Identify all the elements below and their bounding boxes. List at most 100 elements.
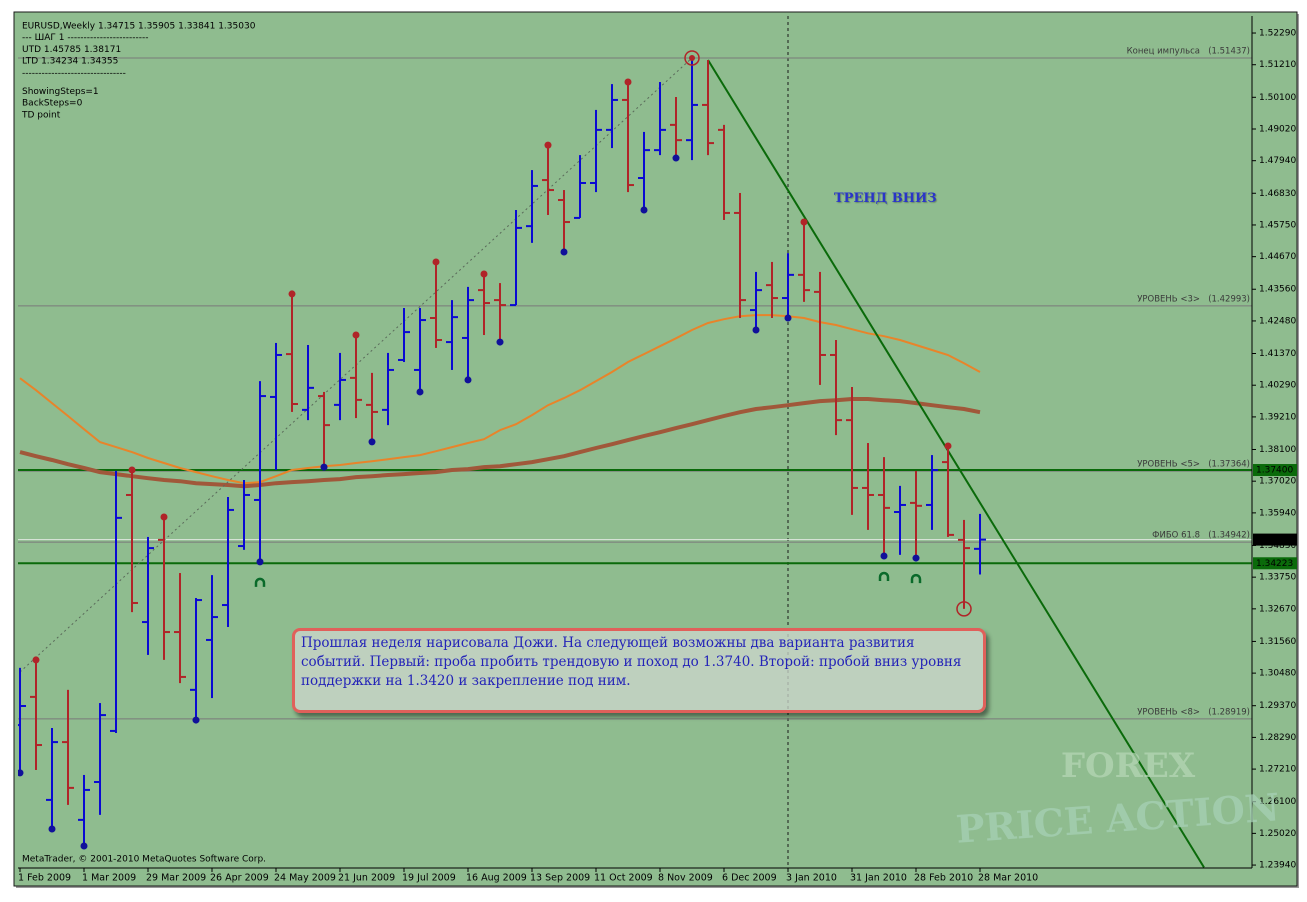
y-tick-label: 1.41370 xyxy=(1259,349,1296,359)
y-tick-label: 1.25020 xyxy=(1259,829,1296,839)
level-value: (1.28919) xyxy=(1208,707,1250,717)
x-tick-label: 21 Jun 2009 xyxy=(338,873,395,884)
fractal-high xyxy=(432,258,440,266)
info-line: UTD 1.45785 1.38171 xyxy=(22,45,121,55)
moving-average xyxy=(19,397,981,489)
fractal-low xyxy=(912,554,920,562)
y-tick-label: 1.33750 xyxy=(1259,573,1296,583)
y-tick-label: 1.51210 xyxy=(1259,60,1296,70)
fractal-low xyxy=(256,558,264,566)
fractal-high xyxy=(32,656,40,664)
x-tick-label: 28 Mar 2010 xyxy=(978,873,1038,884)
fractal-low xyxy=(464,376,472,384)
x-tick-label: 8 Nov 2009 xyxy=(658,873,713,884)
fractal-low xyxy=(672,154,680,162)
y-tick-label: 1.46830 xyxy=(1259,189,1296,199)
level-label: УРОВЕНЬ <3> xyxy=(1137,294,1200,304)
level-value: (1.42993) xyxy=(1208,294,1250,304)
fractal-low xyxy=(320,463,328,471)
x-tick-label: 1 Feb 2009 xyxy=(18,873,71,884)
highlight-high xyxy=(684,50,700,66)
x-tick-label: 24 May 2009 xyxy=(274,873,336,884)
y-tick-label: 1.42480 xyxy=(1259,316,1296,326)
info-line: ShowingSteps=1 xyxy=(22,87,99,97)
y-tick-label: 1.52290 xyxy=(1259,29,1296,39)
price-box-label: 1.34223 xyxy=(1256,559,1293,569)
y-tick-label: 1.31560 xyxy=(1259,637,1296,647)
fractal-low xyxy=(560,248,568,256)
y-tick-label: 1.34830 xyxy=(1259,541,1296,551)
x-tick-label: 19 Jul 2009 xyxy=(402,873,456,884)
x-tick-label: 13 Sep 2009 xyxy=(530,873,590,884)
note-box: Прошлая неделя нарисовала Дожи. На следу… xyxy=(292,628,986,713)
y-tick-label: 1.50100 xyxy=(1259,93,1296,103)
td-point xyxy=(878,571,890,582)
fractal-high xyxy=(944,442,952,450)
fractal-low xyxy=(640,206,648,214)
fractal-high xyxy=(128,466,136,474)
level-label: УРОВЕНЬ <8> xyxy=(1137,707,1200,717)
level-label: Конец импульса xyxy=(1127,47,1200,57)
y-tick-label: 1.44670 xyxy=(1259,252,1296,262)
fractal-high xyxy=(800,218,808,226)
y-tick-label: 1.35940 xyxy=(1259,508,1296,518)
x-tick-label: 16 Aug 2009 xyxy=(466,873,527,884)
y-tick-label: 1.26100 xyxy=(1259,797,1296,807)
fractal-low xyxy=(496,338,504,346)
fractal-low xyxy=(80,842,88,850)
y-tick-label: 1.27210 xyxy=(1259,765,1296,775)
watermark: FOREX xyxy=(1061,746,1196,786)
y-tick-label: 1.28290 xyxy=(1259,733,1296,743)
fractal-high xyxy=(624,78,632,86)
level-label: УРОВЕНЬ <5> xyxy=(1137,460,1200,470)
info-line: EURUSD,Weekly 1.34715 1.35905 1.33841 1.… xyxy=(22,22,256,32)
fractal-high xyxy=(352,331,360,339)
info-line: --- ШАГ 1 ------------------------- xyxy=(22,33,149,43)
level-value: (1.34942) xyxy=(1208,531,1250,541)
x-tick-label: 31 Jan 2010 xyxy=(850,873,907,884)
level-value: (1.37364) xyxy=(1208,460,1250,470)
plot-area xyxy=(18,16,1252,868)
y-tick-label: 1.45750 xyxy=(1259,220,1296,230)
y-tick-label: 1.37020 xyxy=(1259,477,1296,487)
fractal-low xyxy=(18,769,24,777)
x-tick-label: 28 Feb 2010 xyxy=(914,873,973,884)
fractal-low xyxy=(784,314,792,322)
info-line: LTD 1.34234 1.34355 xyxy=(22,57,118,67)
x-tick-label: 11 Oct 2009 xyxy=(594,873,653,884)
y-tick-label: 1.30480 xyxy=(1259,669,1296,679)
fractal-high xyxy=(480,270,488,278)
copyright: MetaTrader, © 2001-2010 MetaQuotes Softw… xyxy=(22,855,266,865)
price-box xyxy=(1253,533,1297,546)
info-line: TD point xyxy=(21,110,61,120)
level-value: (1.51437) xyxy=(1208,47,1250,57)
fractal-low xyxy=(368,438,376,446)
annotation: ТРЕНД ВНИЗ xyxy=(834,191,937,206)
fractal-high xyxy=(160,513,168,521)
price-box-label: 1.37400 xyxy=(1256,466,1293,476)
x-tick-label: 26 Apr 2009 xyxy=(210,873,269,884)
td-point xyxy=(910,573,922,584)
trend-line xyxy=(707,59,1205,868)
level-label: ФИБО 61.8 xyxy=(1152,531,1200,541)
x-tick-label: 29 Mar 2009 xyxy=(146,873,206,884)
info-line: -------------------------------- xyxy=(22,68,126,78)
td-point xyxy=(254,577,266,587)
fractal-high xyxy=(288,290,296,298)
info-line: BackSteps=0 xyxy=(22,99,83,109)
y-tick-label: 1.47940 xyxy=(1259,156,1296,166)
highlight-dot xyxy=(689,54,695,61)
fractal-low xyxy=(192,716,200,724)
x-tick-label: 3 Jan 2010 xyxy=(786,873,837,884)
y-tick-label: 1.39210 xyxy=(1259,412,1296,422)
highlight-low xyxy=(956,601,972,617)
chart-background xyxy=(13,11,1298,887)
fractal-low xyxy=(752,326,760,334)
y-tick-label: 1.38100 xyxy=(1259,445,1296,455)
y-tick-label: 1.29370 xyxy=(1259,701,1296,711)
fractal-low xyxy=(48,825,56,833)
y-tick-label: 1.43560 xyxy=(1259,285,1296,295)
y-tick-label: 1.23940 xyxy=(1259,861,1296,871)
